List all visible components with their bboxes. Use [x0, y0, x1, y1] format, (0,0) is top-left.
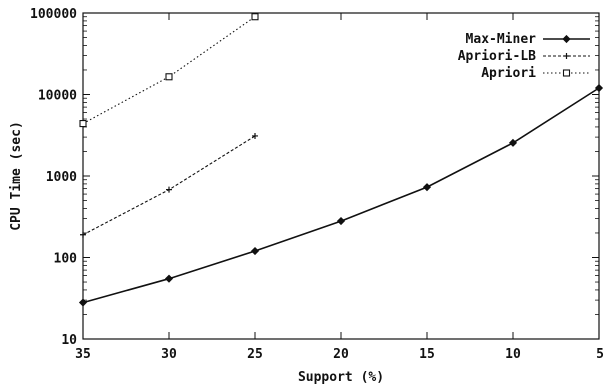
legend-label: Apriori-LB — [458, 49, 536, 64]
x-tick-label: 30 — [161, 347, 177, 362]
data-point — [78, 298, 88, 307]
data-point — [79, 120, 87, 128]
legend-marker — [562, 34, 571, 44]
x-tick-label: 15 — [419, 347, 435, 362]
y-tick-label: 10 — [61, 333, 77, 348]
legend-marker — [563, 53, 570, 59]
data-point — [164, 274, 174, 283]
series-line — [82, 135, 256, 236]
series-max-miner — [78, 83, 604, 307]
x-tick-label: 35 — [75, 347, 91, 362]
x-tick-label: 5 — [596, 347, 604, 362]
y-tick-label: 10000 — [38, 89, 77, 104]
data-point — [166, 186, 172, 193]
y-tick-label: 100000 — [30, 7, 77, 22]
data-point — [422, 183, 432, 192]
series-line — [82, 16, 256, 125]
legend-label: Apriori — [481, 66, 536, 81]
series-apriori — [79, 13, 259, 128]
data-point — [80, 231, 86, 238]
data-point — [165, 73, 173, 81]
series-line — [82, 87, 600, 304]
data-point — [336, 216, 346, 226]
data-point — [250, 246, 260, 256]
legend-label: Max-Miner — [466, 32, 537, 47]
series-apriori-lb — [80, 132, 258, 238]
data-point — [508, 138, 518, 147]
y-tick-label: 1000 — [46, 170, 77, 185]
data-point — [252, 132, 258, 139]
data-point — [594, 83, 604, 93]
legend-marker — [562, 69, 571, 77]
x-tick-label: 10 — [505, 347, 521, 362]
y-axis-ticks: 10 100 1000 10000 100000 — [30, 7, 599, 348]
series-layer — [78, 13, 604, 307]
legend: Max-Miner Apriori-LB Apriori — [458, 32, 590, 81]
x-tick-label: 20 — [333, 347, 349, 362]
data-point — [251, 13, 259, 21]
x-axis-label: Support (%) — [298, 370, 384, 385]
x-tick-label: 25 — [247, 347, 263, 362]
y-axis-label: CPU Time (sec) — [9, 121, 24, 231]
y-tick-label: 100 — [54, 252, 78, 267]
x-axis-ticks: 35 30 25 20 15 10 5 — [75, 13, 604, 362]
